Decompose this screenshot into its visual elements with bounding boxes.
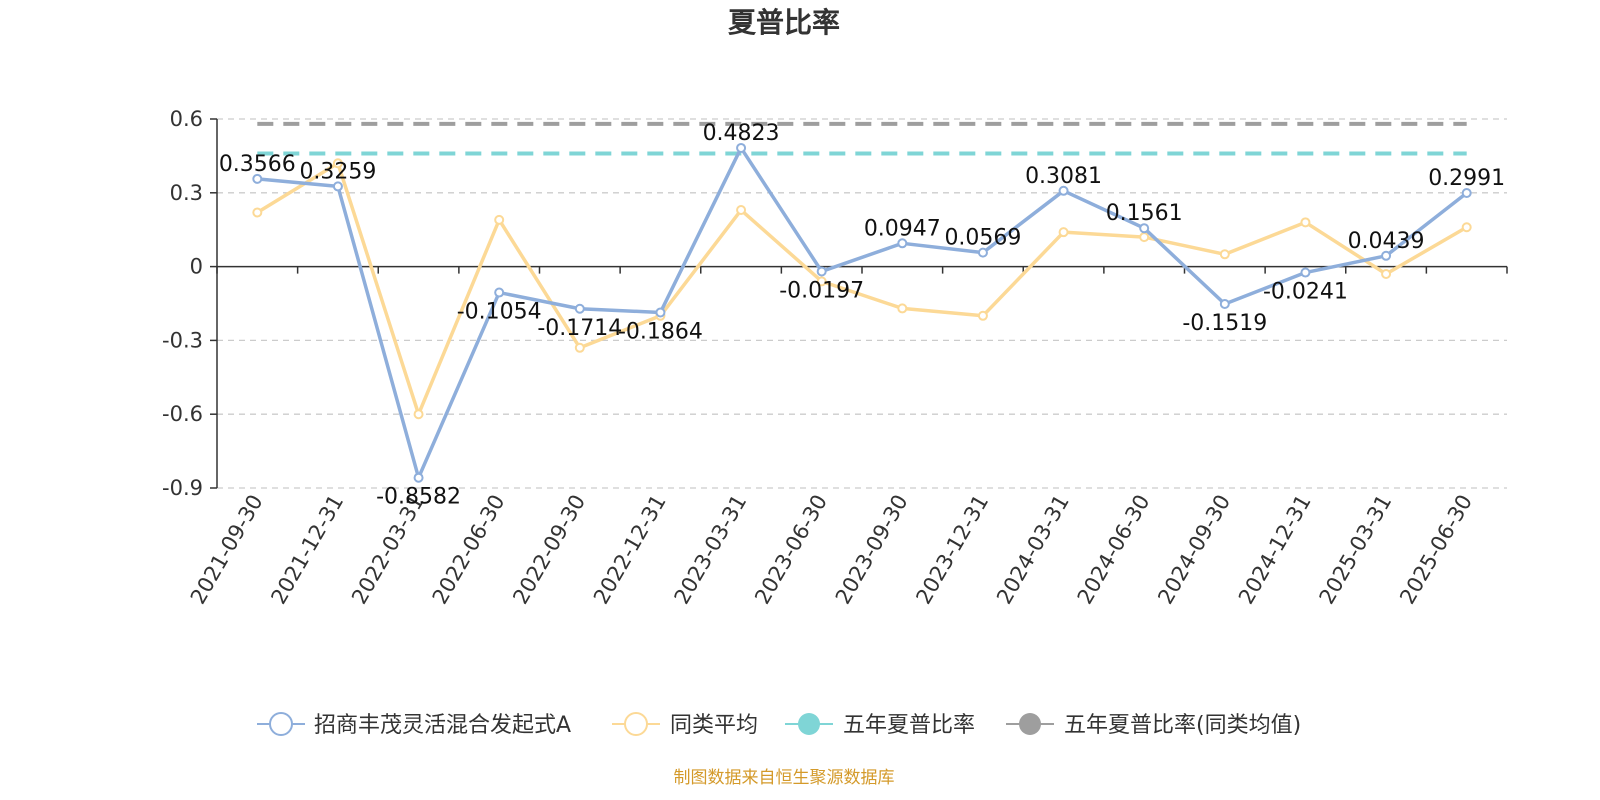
series-point-0 (1139, 223, 1150, 234)
series-point-1 (494, 214, 505, 225)
x-tick-label: 2024-03-31 (992, 491, 1074, 609)
y-tick-label: -0.9 (162, 476, 203, 500)
series-point-0 (655, 307, 666, 318)
series-point-0 (1381, 250, 1392, 261)
y-tick-label: 0.3 (170, 181, 203, 205)
data-label: 0.1561 (1106, 201, 1183, 226)
series-line-0 (257, 146, 1468, 480)
x-tick-label: 2024-09-30 (1153, 491, 1235, 609)
series-point-1 (977, 310, 988, 321)
series-point-0 (1461, 188, 1472, 199)
series-point-1 (1300, 217, 1311, 228)
series-point-1 (1058, 227, 1069, 238)
series-point-1 (897, 303, 908, 314)
y-tick-label: -0.6 (162, 402, 203, 426)
data-source-note: 制图数据来自恒生聚源数据库 (674, 768, 895, 788)
y-tick-label: -0.3 (162, 328, 203, 352)
series-point-1 (1461, 222, 1472, 233)
series-point-0 (252, 173, 263, 184)
legend-label-five-year-sharpe: 五年夏普比率 (843, 713, 975, 738)
legend-item-peer-average[interactable]: 同类平均 (612, 712, 758, 738)
data-labels: 0.3566 0.3259 -0.8582 -0.1054-0.1714-0.1864… (219, 121, 1505, 510)
chart-title: 夏普比率 (728, 6, 840, 39)
x-tick-label: 2021-12-31 (266, 491, 348, 609)
x-tick-label: 2025-06-30 (1395, 491, 1477, 609)
reference-lines (257, 121, 1467, 156)
series-point-0 (897, 238, 908, 249)
legend-item-five-year-sharpe[interactable]: 五年夏普比率 (785, 713, 975, 738)
series-point-0 (413, 472, 424, 483)
data-label: 0.3566 (219, 152, 296, 177)
series-point-1 (252, 207, 263, 218)
series-point-1 (332, 158, 343, 169)
data-label: -0.1714 (537, 316, 622, 341)
data-label: 0.0569 (944, 226, 1021, 251)
data-label: 0.2991 (1428, 166, 1505, 191)
data-label: -0.0197 (779, 278, 864, 303)
legend-label-peer-average: 同类平均 (670, 713, 758, 738)
data-label: -0.1054 (457, 300, 542, 325)
data-label: -0.1864 (618, 319, 703, 344)
x-tick-label: 2023-06-30 (750, 491, 832, 609)
series-point-0 (1300, 267, 1311, 278)
data-label: -0.8582 (376, 485, 461, 510)
x-tick-label: 2024-06-30 (1073, 491, 1155, 609)
series-point-1 (736, 205, 747, 216)
x-tick-label: 2025-03-31 (1315, 491, 1397, 609)
data-label: 0.3259 (299, 159, 376, 184)
series-point-0 (736, 142, 747, 153)
y-axis-ticks: 0.6 0.3 0 -0.3 -0.6 -0.9 (162, 107, 217, 500)
y-tick-label: 0 (190, 255, 203, 279)
series-point-1 (1219, 249, 1230, 260)
y-tick-label: 0.6 (170, 107, 203, 131)
x-tick-label: 2021-09-30 (186, 491, 268, 609)
series-point-1 (413, 409, 424, 420)
series-point-0 (1058, 185, 1069, 196)
series-point-0 (332, 181, 343, 192)
x-tick-label: 2023-12-31 (911, 491, 993, 609)
data-label: 0.4823 (703, 121, 780, 146)
series-point-0 (977, 247, 988, 258)
data-label: -0.0241 (1263, 280, 1348, 305)
data-label: 0.3081 (1025, 164, 1102, 189)
legend-item-fund[interactable]: 招商丰茂灵活混合发起式A (257, 712, 571, 738)
series-point-0 (816, 266, 827, 277)
series-point-0 (1219, 298, 1230, 309)
legend-marker-peer-average (624, 712, 648, 736)
x-tick-label: 2023-03-31 (670, 491, 752, 609)
series-point-1 (1139, 232, 1150, 243)
x-tick-label: 2023-09-30 (831, 491, 913, 609)
x-tick-label: 2024-12-31 (1234, 491, 1316, 609)
series-point-1 (816, 276, 827, 287)
x-tick-label: 2022-09-30 (508, 491, 590, 609)
x-axis-ticks: 2021-09-302021-12-312022-03-312022-06-30… (186, 266, 1508, 609)
legend-marker-five-year-sharpe-peer (1019, 713, 1041, 735)
data-label: 0.0947 (864, 216, 941, 241)
legend-marker-fund (269, 712, 293, 736)
data-label: 0.0439 (1348, 229, 1425, 254)
series-lines (252, 142, 1472, 483)
data-label: -0.1519 (1182, 311, 1267, 336)
series-point-0 (574, 303, 585, 314)
legend: 招商丰茂灵活混合发起式A 同类平均 五年夏普比率 五年夏普比率(同类均值) (257, 712, 1301, 738)
legend-label-fund: 招商丰茂灵活混合发起式A (314, 713, 571, 738)
grid-lines (217, 118, 1507, 489)
series-point-1 (574, 342, 585, 353)
legend-item-five-year-sharpe-peer[interactable]: 五年夏普比率(同类均值) (1006, 713, 1301, 738)
series-line-1 (256, 161, 1468, 416)
legend-label-five-year-sharpe-peer: 五年夏普比率(同类均值) (1064, 713, 1301, 738)
legend-marker-five-year-sharpe (798, 713, 820, 735)
series-point-0 (494, 287, 505, 298)
series-point-1 (1381, 268, 1392, 279)
x-tick-label: 2022-12-31 (589, 491, 671, 609)
